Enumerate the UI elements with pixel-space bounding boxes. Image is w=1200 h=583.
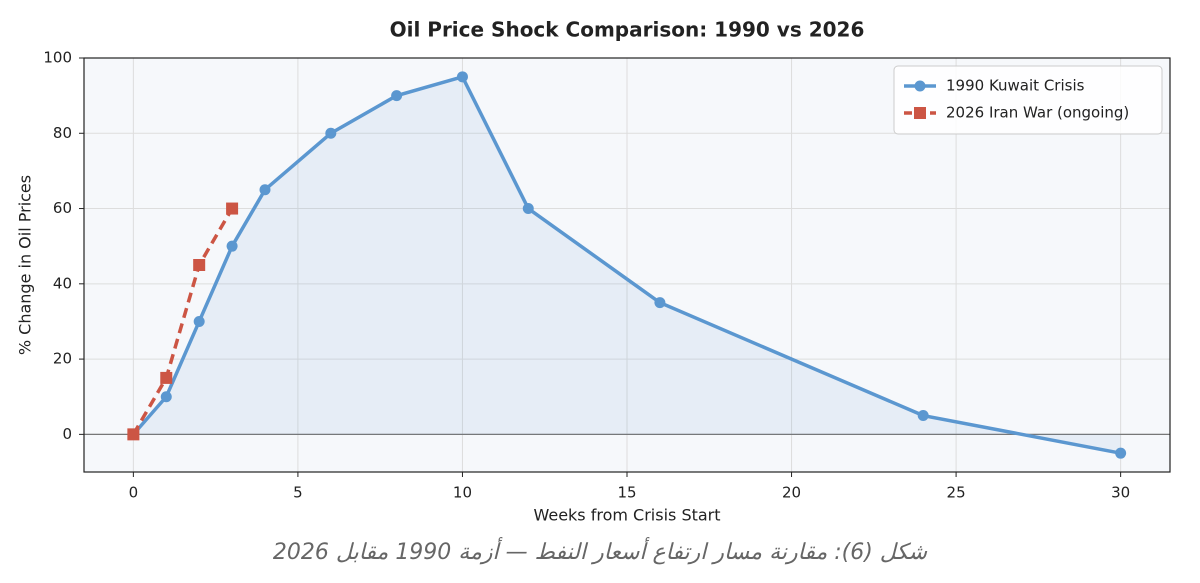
marker: [226, 240, 238, 252]
marker: [325, 127, 337, 139]
marker: [522, 203, 534, 215]
marker: [917, 410, 929, 422]
area-fill: [133, 76, 1121, 454]
legend-marker: [914, 107, 926, 119]
x-tick-label: 30: [1111, 484, 1130, 502]
y-axis-label: % Change in Oil Prices: [16, 175, 35, 355]
x-tick-label: 5: [293, 484, 303, 502]
series-line: [132, 74, 1121, 455]
y-tick-label: 100: [43, 49, 72, 67]
x-tick-label: 25: [947, 484, 966, 502]
y-tick-label: 20: [53, 350, 72, 368]
legend-marker: [914, 80, 926, 92]
chart: Oil Price Shock Comparison: 1990 vs 2026…: [16, 18, 1171, 525]
x-axis-label: Weeks from Crisis Start: [533, 506, 720, 525]
marker: [654, 297, 666, 309]
marker: [193, 259, 206, 271]
y-tick-label: 40: [53, 274, 72, 292]
marker: [160, 371, 173, 384]
x-tick-label: 10: [453, 484, 472, 502]
x-tick-label: 15: [617, 484, 636, 502]
plot-frame: [83, 57, 1171, 473]
x-tick-label: 20: [782, 484, 801, 502]
y-tick-label: 60: [53, 199, 72, 217]
legend-box: [893, 65, 1163, 135]
series-line: [131, 207, 234, 436]
legend: 1990 Kuwait Crisis 2026 Iran War (ongoing…: [893, 65, 1163, 135]
marker: [259, 184, 271, 196]
legend-label: 1990 Kuwait Crisis: [946, 77, 1085, 95]
marker: [456, 71, 468, 83]
y-tick-label: 0: [62, 425, 72, 443]
y-tick-label: 80: [53, 124, 72, 142]
marker: [160, 391, 172, 403]
marker: [226, 202, 239, 215]
marker: [127, 428, 140, 441]
marker: [391, 90, 403, 102]
marker: [1115, 447, 1127, 459]
caption: شكل (6): مقارنة مسار ارتفاع أسعار النفط …: [272, 540, 928, 565]
marker: [193, 315, 205, 327]
x-tick-label: 0: [129, 484, 139, 502]
chart-title: Oil Price Shock Comparison: 1990 vs 2026: [390, 18, 865, 42]
legend-label: 2026 Iran War (ongoing): [946, 104, 1129, 122]
